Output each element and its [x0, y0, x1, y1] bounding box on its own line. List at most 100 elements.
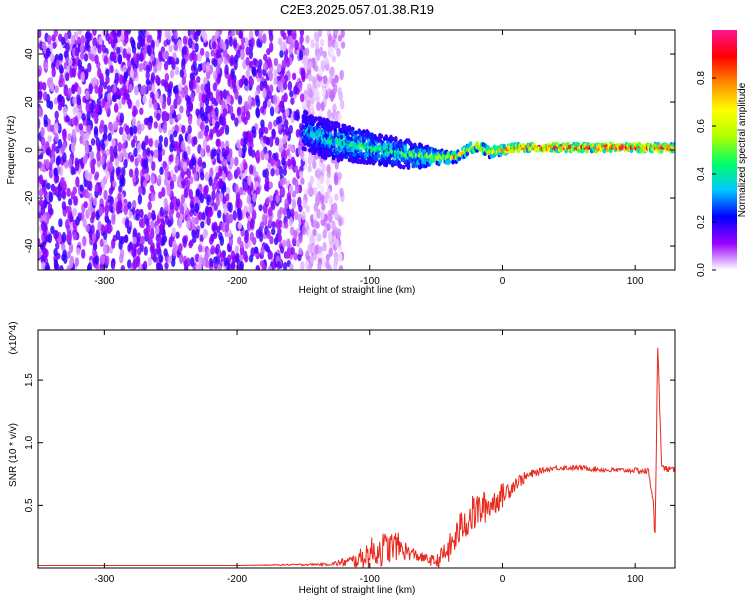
noise-speckle	[169, 116, 174, 125]
noise-speckle	[314, 87, 319, 99]
noise-speckle	[236, 139, 241, 149]
noise-speckle	[76, 247, 81, 256]
noise-speckle	[317, 233, 322, 242]
noise-speckle	[38, 248, 42, 258]
noise-speckle	[62, 105, 68, 117]
noise-speckle	[228, 36, 234, 47]
noise-speckle	[71, 128, 77, 139]
signal-cell	[457, 156, 462, 162]
signal-cell	[330, 121, 334, 126]
signal-cell	[403, 145, 408, 151]
noise-speckle	[322, 229, 327, 239]
signal-cell	[328, 131, 333, 137]
noise-speckle	[137, 154, 142, 163]
noise-speckle	[128, 210, 133, 219]
noise-speckle	[116, 46, 121, 55]
noise-speckle	[277, 227, 282, 236]
noise-speckle	[318, 68, 323, 77]
noise-speckle	[254, 180, 259, 189]
noise-speckle	[278, 165, 284, 177]
noise-speckle	[231, 30, 236, 37]
noise-speckle	[286, 238, 291, 249]
noise-speckle	[38, 117, 41, 129]
noise-speckle	[250, 37, 255, 48]
noise-speckle	[188, 37, 193, 49]
noise-speckle	[155, 225, 160, 235]
noise-speckle	[161, 100, 167, 110]
signal-cell	[411, 163, 416, 168]
noise-speckle	[217, 209, 222, 219]
noise-speckle	[57, 103, 63, 111]
noise-speckle	[170, 57, 175, 65]
noise-speckle	[92, 242, 98, 251]
noise-speckle	[80, 71, 85, 83]
noise-speckle	[150, 72, 156, 82]
noise-speckle	[163, 60, 169, 71]
noise-speckle	[149, 184, 155, 193]
noise-speckle	[312, 160, 317, 170]
noise-speckle	[282, 239, 287, 248]
noise-speckle	[158, 191, 163, 199]
noise-speckle	[145, 231, 151, 240]
noise-speckle	[38, 210, 42, 219]
noise-speckle	[264, 243, 269, 252]
signal-core	[586, 145, 589, 150]
noise-speckle	[173, 98, 178, 110]
noise-speckle	[175, 211, 181, 219]
noise-speckle	[325, 177, 331, 187]
noise-speckle	[111, 94, 117, 102]
noise-speckle	[82, 235, 87, 247]
noise-speckle	[315, 80, 320, 89]
noise-speckle	[123, 159, 128, 169]
noise-speckle	[146, 34, 151, 44]
signal-core	[467, 148, 470, 153]
noise-speckle	[81, 113, 86, 122]
noise-speckle	[159, 95, 164, 104]
noise-speckle	[287, 158, 292, 167]
noise-speckle	[319, 174, 324, 185]
noise-speckle	[195, 188, 200, 197]
noise-speckle	[54, 122, 59, 134]
noise-speckle	[200, 147, 205, 158]
noise-speckle	[163, 197, 168, 208]
noise-speckle	[297, 252, 302, 262]
snr-panel: -300 -200 -100 0 100 0.5 1.0 1.5 Height of stra…	[8, 321, 676, 596]
noise-speckle	[317, 261, 322, 270]
noise-speckle	[148, 138, 153, 147]
noise-speckle	[85, 101, 91, 113]
noise-speckle	[308, 88, 313, 99]
noise-speckle	[315, 221, 320, 229]
noise-speckle	[162, 51, 167, 60]
noise-speckle	[331, 55, 337, 63]
noise-speckle	[236, 166, 241, 176]
snr-frame	[37, 329, 676, 569]
noise-speckle	[61, 253, 66, 262]
noise-speckle	[55, 59, 60, 71]
noise-speckle	[169, 69, 175, 79]
noise-speckle	[145, 70, 150, 80]
noise-speckle	[334, 113, 339, 123]
noise-speckle	[105, 68, 110, 77]
noise-speckle	[326, 223, 331, 232]
noise-speckle	[194, 42, 199, 53]
noise-speckle	[40, 204, 46, 216]
noise-speckle	[119, 174, 125, 185]
noise-speckle	[162, 124, 167, 134]
noise-speckle	[171, 227, 176, 237]
noise-speckle	[179, 69, 184, 78]
noise-speckle	[46, 182, 51, 190]
noise-speckle	[222, 184, 227, 193]
noise-speckle	[284, 198, 289, 210]
noise-speckle	[312, 186, 318, 196]
noise-speckle	[119, 74, 124, 85]
noise-speckle	[82, 132, 88, 141]
noise-speckle	[43, 247, 48, 259]
signal-cell	[376, 153, 381, 159]
noise-speckle	[166, 183, 171, 192]
noise-speckle	[168, 81, 174, 90]
noise-speckle	[226, 154, 231, 162]
noise-speckle	[328, 247, 333, 257]
noise-speckle	[132, 105, 137, 116]
noise-speckle	[92, 197, 98, 207]
noise-speckle	[59, 264, 64, 270]
